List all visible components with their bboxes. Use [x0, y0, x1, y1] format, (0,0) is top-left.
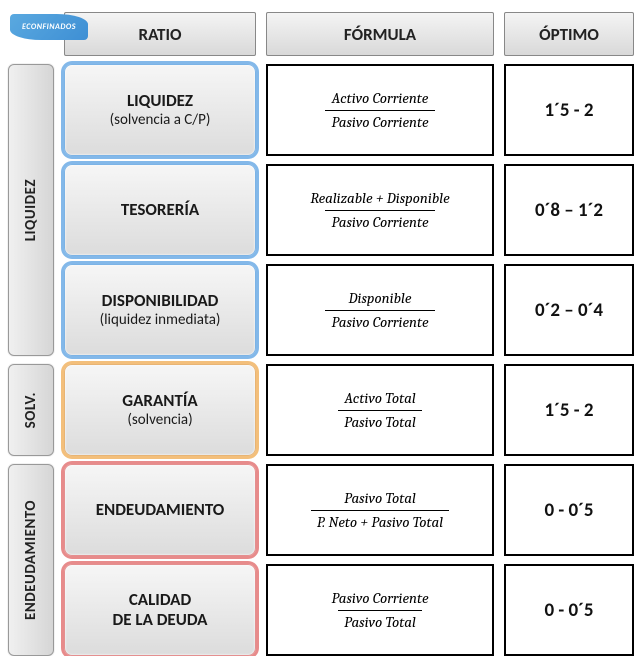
ratio-subtitle: (solvencia): [127, 412, 192, 429]
fraction-denominator: Pasivo Corriente: [325, 210, 434, 233]
fraction-numerator: Pasivo Total: [338, 488, 422, 510]
formula-cell: Disponible Pasivo Corriente: [266, 264, 494, 356]
optimo-cell: 0 - 0´5: [504, 564, 634, 656]
ratio-title: ENDEUDAMIENTO: [96, 500, 225, 520]
ratio-cell-endeudamiento: ENDEUDAMIENTO: [64, 464, 256, 556]
optimo-cell: 1´5 - 2: [504, 64, 634, 156]
side-group-endeudamiento: ENDEUDAMIENTO: [8, 464, 54, 656]
fraction-numerator: Activo Total: [338, 388, 421, 410]
optimo-cell: 1´5 - 2: [504, 364, 634, 456]
fraction: Activo Corriente Pasivo Corriente: [325, 88, 434, 133]
ratio-cell-calidad-deuda: CALIDAD DE LA DEUDA: [64, 564, 256, 656]
optimo-cell: 0´2 – 0´4: [504, 264, 634, 356]
ratio-title: TESORERÍA: [121, 200, 199, 220]
fraction-numerator: Activo Corriente: [326, 88, 435, 110]
fraction-denominator: P. Neto + Pasivo Total: [311, 510, 449, 533]
fraction: Activo Total Pasivo Total: [338, 388, 422, 433]
ratio-subtitle: (liquidez inmediata): [100, 312, 221, 329]
side-group-label: ENDEUDAMIENTO: [22, 500, 40, 620]
ratio-cell-liquidez: LIQUIDEZ (solvencia a C/P): [64, 64, 256, 156]
side-group-liquidez: LIQUIDEZ: [8, 64, 54, 356]
ratio-cell-garantia: GARANTÍA (solvencia): [64, 364, 256, 456]
ratio-title: GARANTÍA: [122, 391, 197, 411]
formula-cell: Realizable + Disponible Pasivo Corriente: [266, 164, 494, 256]
side-group-label: SOLV.: [22, 392, 40, 428]
fraction-numerator: Disponible: [343, 288, 418, 310]
fraction-denominator: Pasivo Total: [338, 410, 422, 433]
optimo-cell: 0 - 0´5: [504, 464, 634, 556]
brand-logo: ECONFINADOS: [10, 14, 88, 40]
side-group-solvencia: SOLV.: [8, 364, 54, 456]
formula-cell: Pasivo Corriente Pasivo Total: [266, 564, 494, 656]
fraction-denominator: Pasivo Corriente: [325, 310, 434, 333]
formula-cell: Activo Corriente Pasivo Corriente: [266, 64, 494, 156]
fraction-numerator: Realizable + Disponible: [304, 188, 455, 210]
fraction-numerator: Pasivo Corriente: [325, 588, 434, 610]
ratios-table: RATIO FÓRMULA ÓPTIMO LIQUIDEZ SOLV. ENDE…: [8, 8, 632, 656]
ratio-title: CALIDAD: [129, 590, 191, 610]
fraction: Realizable + Disponible Pasivo Corriente: [304, 188, 455, 233]
fraction-denominator: Pasivo Total: [338, 610, 422, 633]
fraction: Pasivo Total P. Neto + Pasivo Total: [311, 488, 449, 533]
ratio-title: LIQUIDEZ: [127, 91, 193, 111]
formula-cell: Activo Total Pasivo Total: [266, 364, 494, 456]
fraction-denominator: Pasivo Corriente: [325, 110, 434, 133]
ratio-cell-tesoreria: TESORERÍA: [64, 164, 256, 256]
formula-cell: Pasivo Total P. Neto + Pasivo Total: [266, 464, 494, 556]
header-ratio: RATIO: [64, 12, 256, 56]
ratio-subtitle: (solvencia a C/P): [110, 112, 211, 129]
fraction: Disponible Pasivo Corriente: [325, 288, 434, 333]
ratio-cell-disponibilidad: DISPONIBILIDAD (liquidez inmediata): [64, 264, 256, 356]
ratio-subtitle: DE LA DEUDA: [113, 610, 208, 630]
header-formula: FÓRMULA: [266, 12, 494, 56]
ratio-title: DISPONIBILIDAD: [102, 291, 219, 311]
side-group-label: LIQUIDEZ: [22, 179, 40, 241]
header-optimo: ÓPTIMO: [504, 12, 634, 56]
optimo-cell: 0´8 – 1´2: [504, 164, 634, 256]
fraction: Pasivo Corriente Pasivo Total: [325, 588, 434, 633]
